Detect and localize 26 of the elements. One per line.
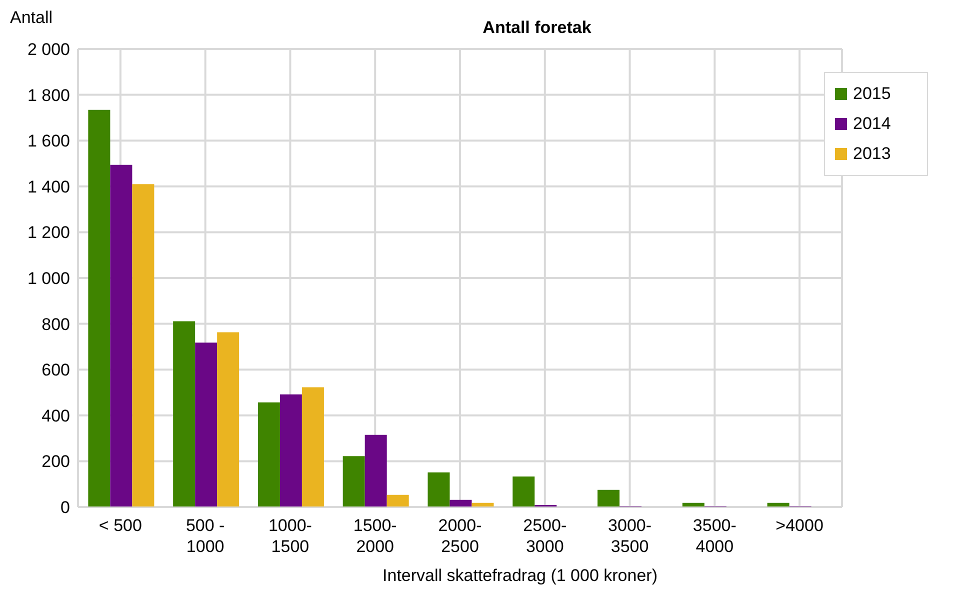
y-tick-label: 600 — [42, 360, 70, 380]
chart-title: Antall foretak — [482, 18, 592, 37]
x-tick-label: < 500 — [98, 516, 142, 535]
y-tick-label: 400 — [42, 406, 70, 426]
y-tick-label: 800 — [42, 314, 70, 334]
x-axis-title: Intervall skattefradrag (1 000 kroner) — [382, 566, 658, 586]
legend-label: 2015 — [853, 83, 891, 105]
legend-label: 2013 — [853, 143, 891, 165]
y-tick-label: 1 000 — [27, 269, 70, 288]
x-tick-label: >4000 — [776, 516, 824, 535]
y-tick-label: 1 400 — [27, 177, 70, 196]
y-tick-label: 1 800 — [27, 86, 70, 105]
x-tick-label: 3000- 3500 — [608, 516, 652, 556]
legend-label: 2014 — [853, 113, 891, 135]
y-tick-label: 2 000 — [27, 40, 70, 60]
x-tick-label: 2000- 2500 — [438, 516, 482, 556]
x-tick-label: 500 - 1000 — [186, 516, 225, 556]
x-tick-label: 1000- 1500 — [268, 516, 312, 556]
y-tick-label: 1 600 — [27, 132, 70, 151]
y-tick-label: 1 200 — [27, 223, 70, 242]
y-axis-title: Antall — [10, 8, 53, 28]
y-tick-label: 0 — [60, 498, 70, 518]
x-tick-label: 1500- 2000 — [353, 516, 397, 556]
y-tick-label: 200 — [42, 452, 70, 472]
x-tick-label: 3500- 4000 — [692, 516, 736, 556]
x-tick-label: 2500- 3000 — [523, 516, 567, 556]
